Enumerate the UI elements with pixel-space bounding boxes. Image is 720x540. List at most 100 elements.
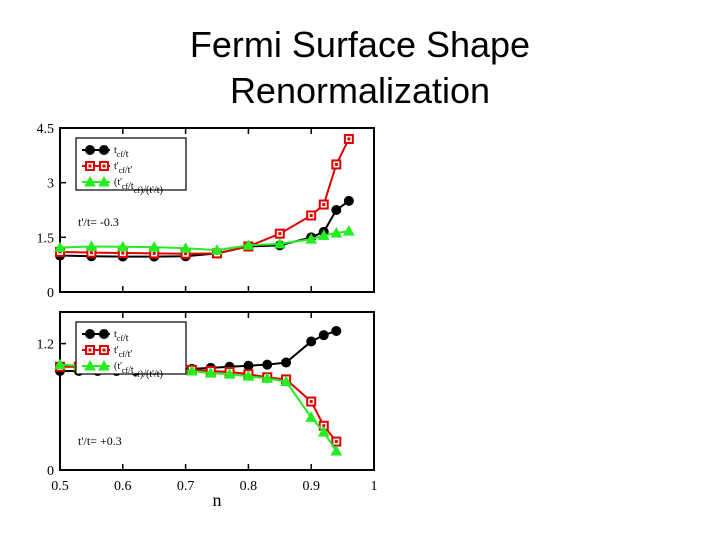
y-tick-label: 1.5 <box>37 231 55 246</box>
slide-title: Fermi Surface Shape Renormalization <box>0 22 720 114</box>
series-line <box>59 138 350 255</box>
legend-marker-center <box>102 164 106 168</box>
x-tick-label: 0.9 <box>302 479 320 494</box>
data-point <box>330 445 343 456</box>
legend-label-subscript: cf <box>134 186 141 195</box>
legend-label-subscript: cf <box>119 350 126 359</box>
panel-annotation: t'/t= +0.3 <box>78 434 122 448</box>
data-point <box>305 411 318 422</box>
data-point-center <box>322 203 326 207</box>
data-point <box>281 357 292 368</box>
data-point <box>305 233 318 244</box>
x-tick-label: 0.7 <box>177 479 195 494</box>
x-tick-label: 0.5 <box>51 479 69 494</box>
legend: tcf/tt'cf/t'(t'cf/tcf)/(t'/t) <box>75 137 187 196</box>
x-tick-label: 0.6 <box>114 479 132 494</box>
legend-label-part: /t <box>128 365 134 376</box>
data-point <box>318 330 329 341</box>
data-point <box>211 244 223 255</box>
x-tick-label: 0.8 <box>240 479 258 494</box>
data-point-center <box>334 162 338 166</box>
data-point <box>306 336 317 347</box>
slide-title-line1: Fermi Surface Shape <box>189 24 531 65</box>
data-point <box>262 359 273 370</box>
data-point <box>343 195 354 206</box>
data-point-center <box>347 137 351 141</box>
data-point-center <box>121 251 125 255</box>
y-tick-label: 4.5 <box>37 122 55 137</box>
chart-panel-bottom: 01.20.5 0.6 0.7 0.8 0.9 1ntcf/tt'cf/t'(t'cf/t… <box>37 311 378 510</box>
data-point-center <box>278 232 282 236</box>
legend-label-0: tcf/t <box>114 145 129 160</box>
plot-frame <box>59 311 375 471</box>
legend-label-2: (t'cf/tcf)/(t'/t) <box>114 177 163 196</box>
data-point <box>343 225 355 236</box>
data-point-center <box>184 252 188 256</box>
data-point-center <box>309 213 313 217</box>
y-tick-label: 0 <box>47 464 54 479</box>
data-point <box>280 375 292 387</box>
legend-label-part: /t <box>123 333 129 344</box>
legend-marker <box>84 175 96 187</box>
data-point-center <box>152 251 156 255</box>
legend-label-1: t'cf/t' <box>114 161 132 176</box>
data-point <box>186 364 198 376</box>
legend-label-part: /t <box>128 181 134 192</box>
legend-label-part: t <box>114 329 117 340</box>
data-point-center <box>322 424 326 428</box>
data-point <box>85 240 98 251</box>
data-point <box>273 237 286 249</box>
data-point <box>204 367 217 378</box>
data-point <box>148 241 161 252</box>
plot-frame <box>59 127 375 293</box>
legend-label-subscript: cf <box>119 166 126 175</box>
legend-label-part: t' <box>114 345 119 356</box>
series-triangle <box>54 225 355 255</box>
legend-label-part: )/(t'/t) <box>140 185 163 196</box>
data-point <box>317 426 330 437</box>
legend-label-part: t <box>114 145 117 156</box>
legend-label-part: /t' <box>125 349 133 360</box>
series-line <box>59 230 350 252</box>
legend-label-part: (t' <box>114 361 122 372</box>
legend-label-subscript: cf <box>117 334 124 343</box>
legend-label-2: (t'cf/tcf)/(t'/t) <box>114 361 163 380</box>
legend: tcf/tt'cf/t'(t'cf/tcf)/(t'/t) <box>75 321 187 380</box>
data-point <box>54 241 66 253</box>
legend-label-part: (t' <box>114 177 122 188</box>
y-tick-label: 1.2 <box>37 338 55 353</box>
y-tick-label: 3 <box>47 177 54 192</box>
legend-marker <box>85 145 95 155</box>
y-tick-label: 0 <box>47 286 54 301</box>
data-point <box>54 358 66 370</box>
legend-label-part: t' <box>114 161 119 172</box>
slide-title-line2: Renormalization <box>229 70 491 111</box>
legend-label-part: /t' <box>125 165 133 176</box>
legend-label-subscript: cf <box>117 150 124 159</box>
data-point <box>179 242 192 253</box>
legend-marker-center <box>102 348 106 352</box>
legend-marker <box>98 359 110 371</box>
legend-marker <box>85 329 95 339</box>
data-point <box>242 370 255 381</box>
data-point-center <box>334 440 338 444</box>
data-point <box>331 325 342 336</box>
series-line <box>60 365 338 443</box>
legend-label-subscript: cf <box>122 366 129 375</box>
data-point <box>317 229 330 241</box>
legend-label-1: t'cf/t' <box>114 345 132 360</box>
data-point-center <box>309 400 313 404</box>
legend-marker-center <box>88 164 92 168</box>
chart-panel-top: 01.534.5tcf/tt'cf/t'(t'cf/tcf)/(t'/t)t'/… <box>37 122 375 301</box>
legend-label-subscript: cf <box>122 182 129 191</box>
legend-marker <box>98 175 110 187</box>
data-point <box>330 226 343 238</box>
panel-annotation: t'/t= -0.3 <box>78 215 119 229</box>
legend-marker <box>99 145 109 155</box>
legend-marker <box>84 359 96 371</box>
legend-label-part: )/(t'/t) <box>140 369 163 380</box>
legend-label-part: /t <box>123 149 129 160</box>
legend-marker-center <box>88 348 92 352</box>
x-axis-label: n <box>213 490 222 510</box>
